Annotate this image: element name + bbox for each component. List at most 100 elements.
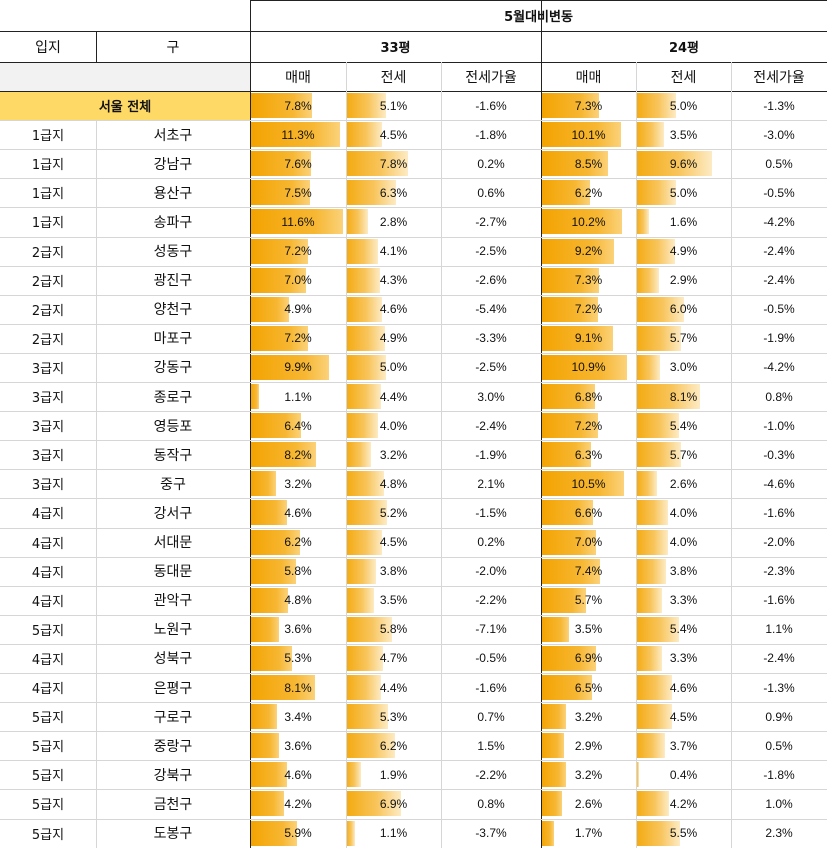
row-3-33-sale: 11.6% — [250, 207, 346, 236]
row-21-24-sale-bar — [541, 733, 564, 759]
row-24-24-jeonse-value: 5.5% — [669, 826, 698, 841]
row-9-24-jeonse: 8.1% — [636, 382, 731, 411]
row-2-24-sale-bar — [541, 180, 591, 206]
row-3-33-sale-value: 11.6% — [281, 214, 315, 229]
row-19-24-jeonse-value: 4.6% — [669, 680, 698, 695]
row-district: 동작구 — [153, 447, 193, 464]
row-21-33-jeonse: 6.2% — [346, 731, 441, 760]
row-16-24-jeonse-bar — [636, 587, 663, 613]
summary-33-jeonse: 5.1% — [346, 91, 441, 120]
row-9-33-ratio: 3.0% — [477, 389, 505, 404]
row-3-24-jeonse-value: 1.6% — [669, 214, 698, 229]
row-23-24-jeonse-value: 4.2% — [669, 796, 698, 811]
row-9-33-sale-bar — [250, 384, 259, 410]
row-22-33-sale-bar — [250, 762, 287, 788]
row-4-24-sale-bar — [541, 238, 614, 264]
row-18-24-sale-value: 6.9% — [574, 651, 603, 666]
row-7-33-ratio: -3.3% — [475, 331, 507, 346]
subheader-33-sale: 매매 — [285, 69, 311, 86]
row-24-24-sale-bar — [541, 820, 555, 846]
row-17-33-sale-bar — [250, 616, 279, 642]
row-3-24-jeonse: 1.6% — [636, 207, 731, 236]
group-header-33: 33평 — [380, 41, 411, 56]
row-5-33-jeonse-value: 4.3% — [379, 273, 408, 288]
row-11-33-sale-bar — [250, 442, 316, 468]
row-6-33-jeonse-bar — [346, 296, 383, 322]
row-1-24-jeonse-value: 9.6% — [669, 156, 698, 171]
row-15-24-sale: 7.4% — [541, 557, 636, 586]
row-20-24-sale-bar — [541, 704, 567, 730]
row-18-33-sale-bar — [250, 645, 293, 671]
row-12-33-jeonse-bar — [346, 471, 384, 497]
row-6-24-sale: 7.2% — [541, 295, 636, 324]
summary-33-jeonse-value: 5.1% — [379, 98, 408, 113]
row-5-24-sale: 7.3% — [541, 266, 636, 295]
row-tier: 4급지 — [31, 682, 65, 698]
subheader-33-ratio: 전세가율 — [465, 69, 517, 86]
row-10-24-ratio: -1.0% — [763, 418, 795, 433]
row-23-24-ratio: 1.0% — [765, 796, 793, 811]
row-6-24-ratio: -0.5% — [763, 302, 795, 317]
row-district: 동대문 — [153, 564, 193, 581]
row-9-24-jeonse-value: 8.1% — [669, 389, 698, 404]
summary-24-sale-value: 7.3% — [574, 98, 603, 113]
row-18-24-jeonse-bar — [636, 645, 663, 671]
row-24-24-ratio: 2.3% — [765, 826, 793, 841]
row-17-33-jeonse-value: 5.8% — [379, 622, 408, 637]
row-22-33-ratio: -2.2% — [475, 767, 507, 782]
row-10-24-jeonse-bar — [636, 413, 679, 439]
subheader-24-sale: 매매 — [575, 69, 602, 86]
row-4-24-jeonse-value: 4.9% — [669, 244, 698, 259]
row-13-24-sale: 6.6% — [541, 498, 636, 527]
row-0-24-jeonse-bar — [636, 122, 664, 148]
row-4-24-sale: 9.2% — [541, 237, 636, 266]
border-v-group — [541, 0, 542, 848]
row-district: 성북구 — [153, 651, 193, 668]
row-9-24-jeonse-bar — [636, 384, 701, 410]
row-17-24-sale-bar — [541, 616, 569, 642]
row-20-24-ratio: 0.9% — [765, 709, 793, 724]
row-12-24-jeonse: 2.6% — [636, 469, 731, 498]
row-24-33-jeonse-value: 1.1% — [379, 826, 408, 841]
row-15-33-jeonse: 3.8% — [346, 557, 441, 586]
row-21-24-sale-value: 2.9% — [574, 738, 603, 753]
summary-33-jeonse-bar — [346, 93, 387, 119]
row-13-24-sale-value: 6.6% — [574, 505, 603, 520]
row-8-24-jeonse-bar — [636, 354, 660, 380]
row-24-33-jeonse: 1.1% — [346, 819, 441, 848]
row-2-24-jeonse-value: 5.0% — [669, 185, 698, 200]
row-4-24-sale-value: 9.2% — [574, 244, 603, 259]
row-9-24-sale: 6.8% — [541, 382, 636, 411]
row-2-33-sale-bar — [250, 180, 310, 206]
row-tier: 3급지 — [31, 391, 65, 407]
column-header-district: 구 — [166, 39, 180, 56]
row-14-33-sale-value: 6.2% — [284, 535, 312, 550]
gridline-h — [0, 527, 827, 529]
row-22-24-jeonse-bar — [636, 762, 640, 788]
row-11-24-jeonse-value: 5.7% — [669, 447, 698, 462]
row-20-24-jeonse-bar — [636, 704, 672, 730]
row-district: 송파구 — [153, 214, 193, 231]
row-district: 광진구 — [153, 273, 193, 290]
row-district: 금천구 — [153, 796, 193, 813]
row-tier: 5급지 — [31, 623, 65, 639]
row-12-33-jeonse: 4.8% — [346, 469, 441, 498]
row-21-33-ratio: 1.5% — [477, 738, 505, 753]
row-9-33-jeonse: 4.4% — [346, 382, 441, 411]
row-14-24-ratio: -2.0% — [763, 535, 795, 550]
row-21-33-sale-bar — [250, 733, 279, 759]
row-16-24-ratio: -1.6% — [763, 593, 795, 608]
row-14-24-sale: 7.0% — [541, 528, 636, 557]
row-23-33-sale-bar — [250, 791, 284, 817]
gridline-h — [0, 440, 827, 442]
row-24-24-sale-value: 1.7% — [574, 826, 603, 841]
row-3-33-sale-bar — [250, 209, 343, 235]
row-2-33-ratio: 0.6% — [477, 185, 505, 200]
row-7-24-jeonse-bar — [636, 325, 682, 351]
row-district: 강서구 — [153, 505, 193, 522]
row-0-33-sale-value: 11.3% — [281, 127, 315, 142]
row-4-33-sale-value: 7.2% — [284, 244, 312, 259]
gridline-h — [0, 120, 827, 122]
row-7-24-jeonse: 5.7% — [636, 324, 731, 353]
row-6-24-sale-value: 7.2% — [574, 302, 603, 317]
